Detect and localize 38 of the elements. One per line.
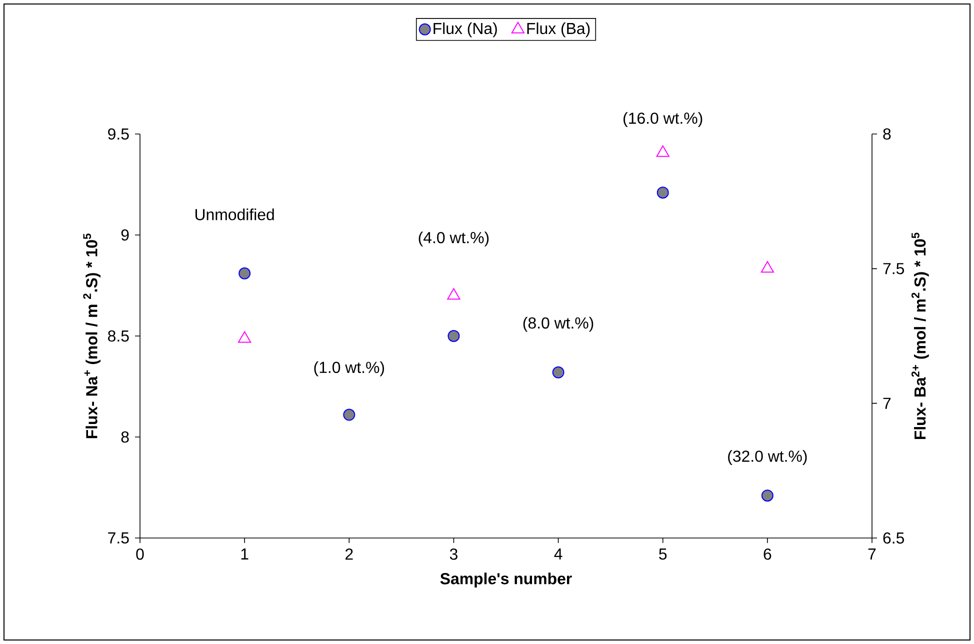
x-axis-title: Sample's number bbox=[440, 572, 572, 588]
x-tick-label: 2 bbox=[346, 548, 353, 560]
point bbox=[448, 330, 460, 342]
point bbox=[552, 366, 564, 378]
y2-tick-label: 6.5 bbox=[883, 532, 904, 544]
point bbox=[656, 145, 670, 157]
y-tick-label: 7.5 bbox=[108, 532, 129, 544]
point bbox=[238, 331, 252, 343]
y2-axis-title: Flux- Ba$^{2+}$ (mol / m$^{2}$.S) * 10$^{5}$ bbox=[911, 232, 929, 440]
y2-tick-label: 7.5 bbox=[883, 263, 904, 274]
y-tick-label: 9.5 bbox=[108, 128, 129, 140]
x-tick-label: 3 bbox=[450, 548, 458, 560]
x-tick-label: 6 bbox=[764, 548, 772, 560]
x-tick-label: 4 bbox=[554, 548, 562, 560]
point bbox=[343, 408, 356, 421]
point bbox=[238, 267, 251, 280]
annotation: (8.0 wt.%) bbox=[523, 316, 594, 332]
y-axis-title: Flux- Na$^{+}$ (mol / m $^{2}$.S) * 10$^{5}$ bbox=[83, 234, 101, 438]
x-tick-label: 7 bbox=[868, 548, 876, 560]
annotation: (4.0 wt.%) bbox=[418, 232, 489, 246]
annotation: (32.0 wt.%) bbox=[728, 450, 807, 465]
x-tick-label: 1 bbox=[241, 548, 248, 560]
annotation: Unmodified bbox=[195, 208, 274, 220]
x-tick-label: 5 bbox=[659, 548, 667, 560]
y2-tick-label: 7 bbox=[883, 398, 891, 409]
y-tick-label: 8 bbox=[121, 431, 129, 443]
y-tick-label: 9 bbox=[121, 229, 129, 241]
legend-label: Flux (Na) bbox=[434, 22, 497, 38]
point bbox=[656, 186, 669, 199]
point bbox=[447, 288, 460, 300]
y-tick-label: 8.5 bbox=[108, 330, 129, 342]
legend-label: Flux (Ba) bbox=[527, 22, 590, 38]
annotation: (1.0 wt.%) bbox=[314, 361, 384, 376]
point bbox=[761, 490, 774, 502]
x-tick-label: 0 bbox=[136, 548, 144, 560]
text: (16.0 wt.%) bbox=[624, 112, 702, 127]
y2-tick-label: 8 bbox=[883, 128, 891, 140]
point bbox=[760, 261, 774, 273]
